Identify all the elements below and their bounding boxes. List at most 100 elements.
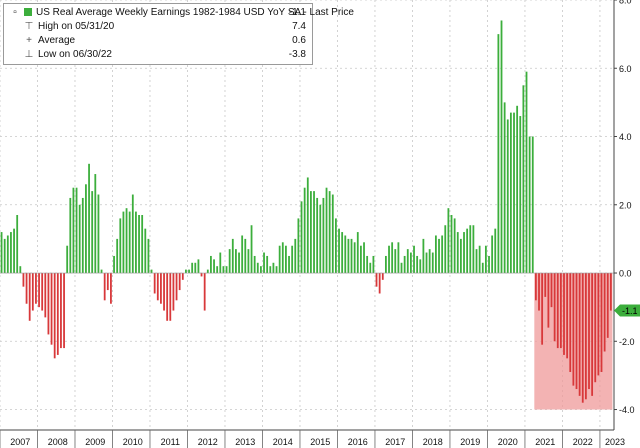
bar [153,273,156,294]
bar [6,235,9,274]
bar [328,191,331,274]
bar [278,245,281,274]
bar [347,238,350,274]
legend-average-label: Average [38,35,76,46]
bar [22,273,25,287]
bar [500,20,503,274]
bar [100,269,103,274]
legend-row-series: ▫ US Real Average Weekly Earnings 1982-19… [8,7,354,19]
bar [78,204,81,274]
bar [150,269,153,274]
bar [353,242,356,274]
bar [19,266,22,274]
bar [135,211,137,274]
bar [409,252,412,274]
x-tick-label: 2023 [605,437,625,447]
bar [534,273,537,301]
legend-low-label: Low on 06/30/22 [38,49,112,60]
bar [456,232,459,274]
bar [141,215,144,274]
bar [66,245,69,274]
bar [525,71,528,274]
bar [484,245,487,274]
bar [25,273,28,304]
y-tick-label: 8.0 [619,0,632,6]
bar [422,238,425,274]
bar [163,273,165,311]
bar [53,273,56,359]
bar [241,235,244,274]
low-marker-icon: ⊥ [24,49,34,60]
bar [47,273,50,335]
bar [538,273,540,311]
bar [178,273,181,291]
last-price-marker: -1.1 [614,304,640,317]
bar [166,273,169,321]
legend-average-value: 0.6 [292,35,306,46]
bar [544,273,547,297]
legend-high-label: High on 05/31/20 [38,21,115,32]
bar [463,232,465,274]
bar [600,273,603,372]
bar [459,238,462,274]
legend-low-value: -3.8 [288,49,306,60]
bar [450,215,453,274]
x-tick-label: 2008 [48,437,68,447]
bar [494,228,497,274]
bar [210,255,212,274]
bar [316,197,319,274]
x-tick-label: 2019 [460,437,480,447]
bar [3,238,6,274]
last-price-tag [614,304,640,317]
bar [469,225,472,274]
bar [172,273,175,311]
bar [344,235,347,274]
bar [569,273,572,372]
bar [188,269,190,274]
bar [581,273,584,403]
bar [403,255,406,274]
y-tick-label: -4.0 [619,405,635,415]
bar [325,187,328,274]
bar [397,242,400,274]
bar [275,266,278,274]
bar [181,273,184,280]
bar [472,225,475,274]
bar [288,255,290,274]
bar [125,208,128,274]
bar [10,232,12,274]
bar [50,273,53,345]
bar [394,249,397,274]
bar [419,259,422,274]
bar [281,242,284,274]
bar [35,273,37,304]
bar [453,218,456,274]
bar [531,136,534,274]
bar [481,262,484,274]
legend-high-value: 7.4 [292,21,306,32]
bar [16,215,19,274]
bar [563,273,565,355]
bar [609,273,612,311]
legend: ▫ US Real Average Weekly Earnings 1982-19… [3,3,354,65]
bar [506,119,509,274]
bar [256,262,259,274]
bar [175,273,178,301]
bar [584,273,587,400]
bar [406,249,409,274]
bar [219,252,222,274]
bar [156,273,159,301]
bar [285,245,287,274]
bar [553,273,556,342]
bar [559,273,562,349]
bar [322,197,325,274]
bar [28,273,31,321]
bar [519,116,522,274]
bar [491,235,494,274]
bar [441,235,444,274]
bar [388,245,390,274]
bar [606,273,609,338]
bar [331,194,334,274]
y-axis-ticks: 8.0 6.0 4.0 2.0 0.0 -2.0 -4.0 [614,0,635,415]
